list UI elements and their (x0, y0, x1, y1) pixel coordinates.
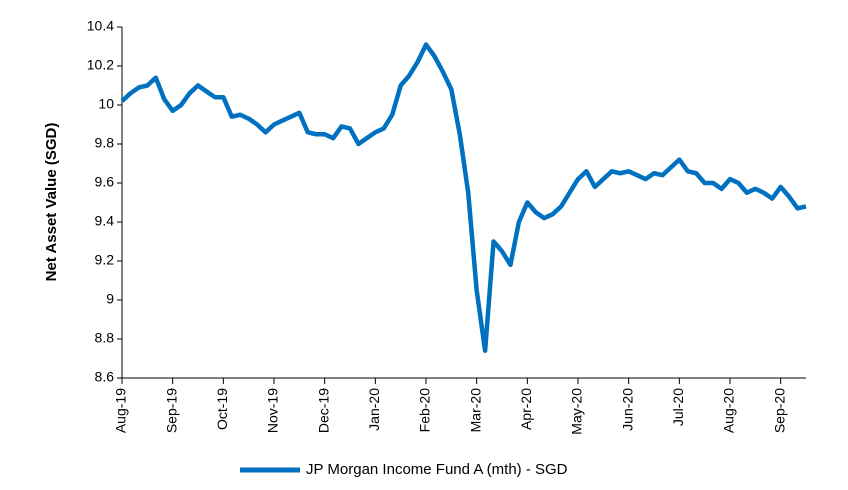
y-tick-label: 9.8 (95, 135, 115, 151)
y-tick-label: 9.2 (95, 252, 115, 268)
y-tick-label: 8.6 (95, 369, 115, 385)
y-tick-label: 9 (106, 291, 114, 307)
y-tick-label: 9.4 (95, 213, 115, 229)
y-tick-label: 10.4 (87, 18, 114, 34)
x-tick-label: Jan-20 (366, 388, 382, 431)
x-tick-label: Apr-20 (518, 388, 534, 430)
y-tick-label: 10 (98, 96, 114, 112)
x-tick-label: Aug-20 (721, 388, 737, 433)
x-tick-label: May-20 (569, 388, 585, 435)
x-tick-label: Sep-19 (163, 388, 179, 433)
y-tick-label: 8.8 (95, 330, 115, 346)
x-tick-label: Oct-19 (214, 388, 230, 430)
y-axis-label: Net Asset Value (SGD) (43, 123, 60, 282)
x-tick-label: Jun-20 (619, 388, 635, 431)
y-tick-label: 9.6 (95, 174, 115, 190)
x-tick-label: Jul-20 (670, 388, 686, 426)
x-tick-label: Sep-20 (771, 388, 787, 433)
legend-label: JP Morgan Income Fund A (mth) - SGD (306, 461, 568, 478)
x-tick-label: Aug-19 (113, 388, 129, 433)
x-tick-label: Feb-20 (417, 388, 433, 433)
x-tick-label: Mar-20 (467, 388, 483, 433)
x-tick-label: Dec-19 (315, 388, 331, 433)
line-series (120, 42, 807, 353)
y-tick-label: 10.2 (87, 57, 114, 73)
x-tick-label: Nov-19 (265, 388, 281, 433)
